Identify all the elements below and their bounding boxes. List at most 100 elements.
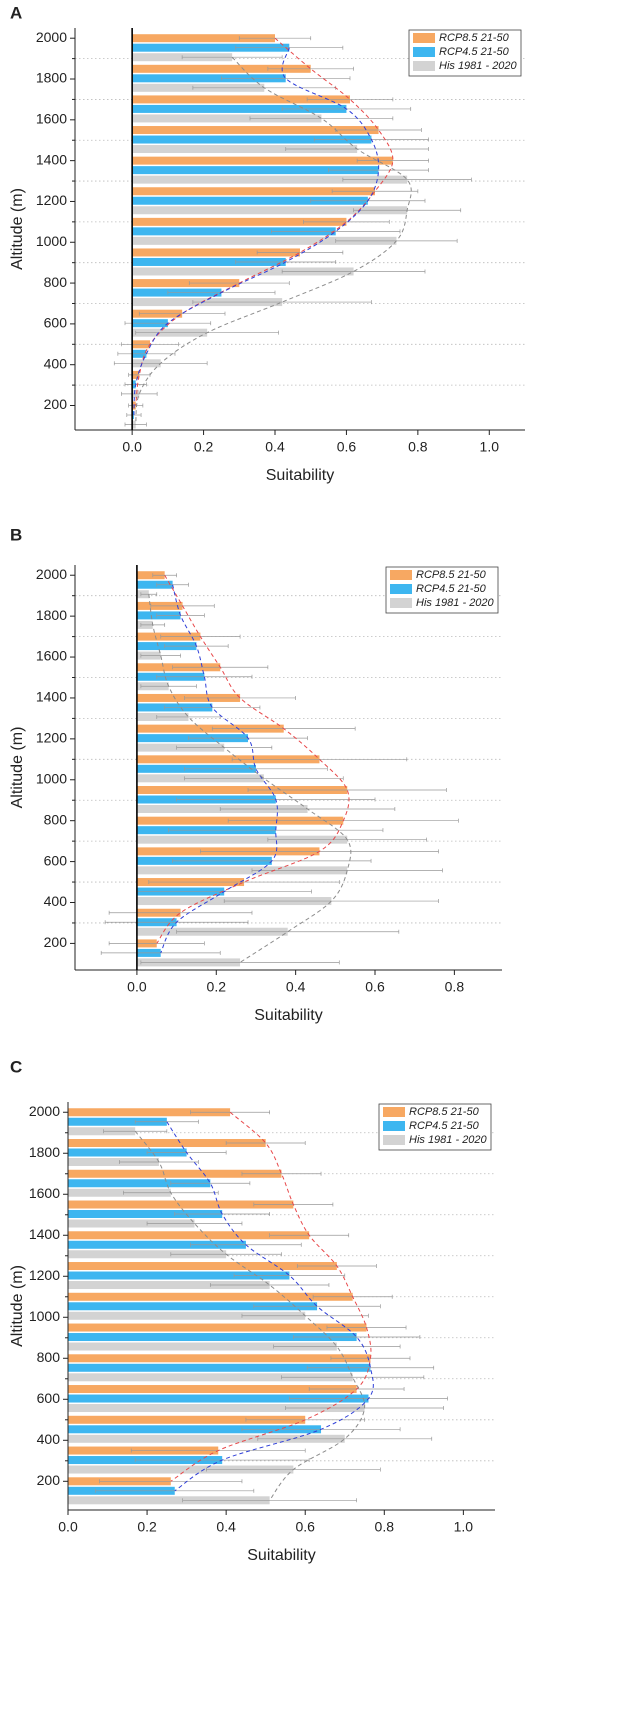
y-axis-label: Altitude (m) [9, 1265, 26, 1347]
trend-curve [133, 47, 380, 416]
bar [132, 196, 368, 205]
bar [68, 1363, 371, 1372]
bar [136, 755, 320, 764]
trend-curve [135, 56, 412, 425]
bar [68, 1465, 294, 1474]
y-axis-label: Altitude (m) [9, 727, 26, 809]
legend-swatch [383, 1135, 405, 1145]
legend-label: RCP8.5 21-50 [409, 1106, 480, 1118]
y-tick-label: 1400 [29, 1226, 60, 1242]
bar [132, 114, 322, 123]
bar [132, 175, 408, 184]
y-tick-label: 200 [44, 396, 68, 412]
bar [132, 279, 240, 288]
x-tick-label: 0.2 [137, 1519, 157, 1535]
bar [68, 1394, 369, 1403]
legend-swatch [383, 1121, 405, 1131]
legend-swatch [383, 1107, 405, 1117]
y-tick-label: 800 [44, 274, 68, 290]
bar [132, 206, 408, 215]
x-tick-label: 0.2 [207, 979, 227, 995]
error-bar [192, 300, 372, 305]
error-bar [256, 250, 344, 255]
panel-letter: C [10, 1057, 22, 1076]
y-tick-label: 1400 [36, 151, 67, 167]
error-bar [281, 1375, 425, 1380]
error-bar [184, 695, 296, 700]
bar [68, 1434, 345, 1443]
y-tick-label: 1600 [36, 111, 67, 127]
legend: RCP8.5 21-50 RCP4.5 21-50 His 1981 - 2020 [408, 29, 522, 77]
legend-swatch [413, 47, 435, 57]
y-tick-label: 2000 [36, 566, 67, 582]
legend-label: His 1981 - 2020 [439, 60, 518, 72]
bar [132, 34, 275, 43]
bar [68, 1231, 310, 1240]
error-bar [146, 1221, 243, 1226]
error-bar [140, 653, 181, 658]
error-bar [303, 219, 390, 224]
x-tick-label: 0.8 [408, 439, 428, 455]
trend-curve [160, 584, 278, 954]
bar [68, 1169, 282, 1178]
legend-label: His 1981 - 2020 [409, 1134, 488, 1146]
error-bar [293, 1335, 421, 1340]
legend: RCP8.5 21-50 RCP4.5 21-50 His 1981 - 2020 [385, 566, 499, 614]
bar [68, 1262, 337, 1271]
error-bar [331, 189, 419, 194]
error-bar [231, 757, 408, 762]
panel-letter: A [10, 3, 22, 22]
y-tick-label: 1800 [36, 607, 67, 623]
x-axis-label: Suitability [266, 467, 334, 484]
y-tick-label: 1400 [36, 689, 67, 705]
y-tick-label: 2000 [29, 1103, 60, 1119]
x-tick-label: 0.6 [295, 1519, 315, 1535]
bar [68, 1179, 211, 1188]
error-bar [342, 177, 472, 182]
bar [68, 1250, 227, 1259]
x-tick-label: 0.4 [216, 1519, 236, 1535]
error-bar [247, 788, 447, 792]
bar [68, 1496, 270, 1505]
error-bar [140, 592, 158, 597]
error-bar [225, 1141, 306, 1146]
trend-curve [170, 1111, 372, 1482]
panel: C 0.0 0.2 0.4 0.6 0.8 1.0 200 400 600 800 1000 1200 1… [9, 1057, 495, 1564]
bar [132, 126, 379, 135]
bar [132, 217, 347, 226]
legend-label: RCP4.5 21-50 [409, 1120, 480, 1132]
error-bar [328, 168, 429, 173]
bar [132, 95, 350, 104]
y-tick-label: 1600 [36, 648, 67, 664]
error-bar [273, 1344, 401, 1349]
legend-label: RCP4.5 21-50 [439, 46, 510, 58]
bar [68, 1188, 171, 1197]
error-bar [281, 269, 426, 274]
bar [132, 156, 393, 165]
bar [68, 1323, 367, 1332]
error-bar [148, 880, 340, 885]
trend-curve [156, 574, 350, 944]
x-tick-label: 0.6 [337, 439, 357, 455]
y-tick-label: 2000 [36, 29, 67, 45]
trend-curve [166, 1121, 374, 1492]
error-bar [108, 910, 253, 915]
bar [132, 248, 300, 257]
error-bar [176, 929, 400, 934]
error-bar [233, 1273, 346, 1278]
y-tick-label: 400 [37, 1431, 61, 1447]
bar [68, 1158, 159, 1167]
bar [132, 104, 347, 113]
bar [68, 1373, 353, 1382]
error-bar [271, 229, 401, 234]
y-tick-label: 800 [37, 1349, 61, 1365]
error-bar [140, 960, 340, 965]
bar [68, 1200, 294, 1209]
bar [68, 1425, 322, 1434]
x-tick-label: 0.0 [58, 1519, 78, 1535]
error-bar [257, 1436, 433, 1441]
trend-curve [134, 1130, 366, 1501]
bar [68, 1117, 167, 1126]
x-axis-label: Suitability [247, 1547, 315, 1564]
